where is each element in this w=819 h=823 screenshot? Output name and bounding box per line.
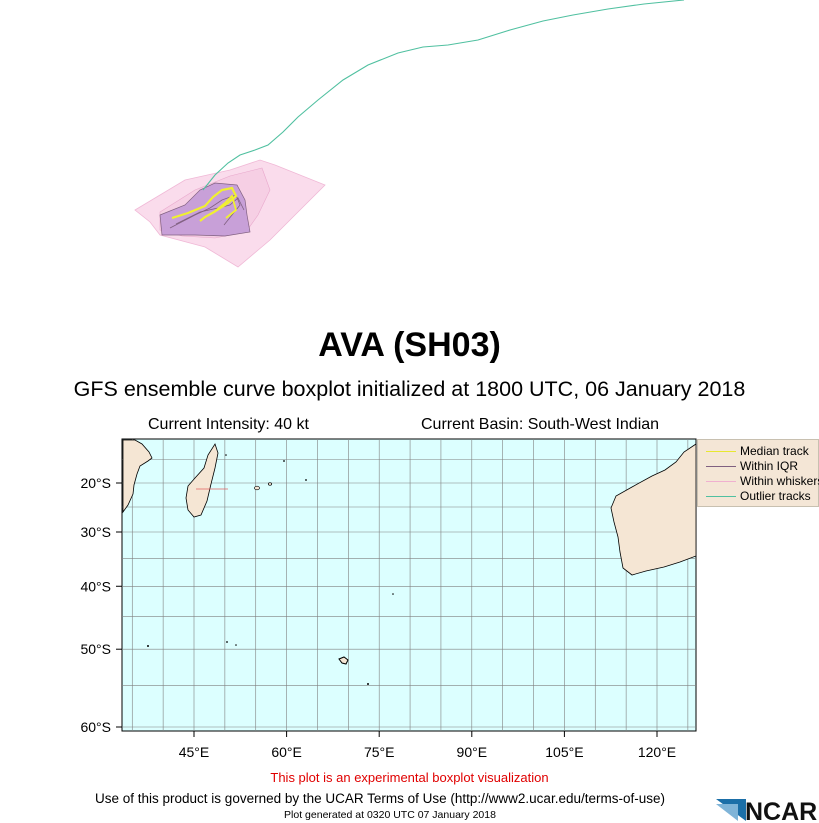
latitude-tick-label: 40°S [80,578,111,594]
latitude-tick-label: 60°S [80,719,111,735]
madagascar [185,443,219,518]
africa-landmass [122,439,153,514]
legend-label: Within whiskers [740,474,819,488]
legend-entry-median: Median track [706,444,809,458]
longitude-tick-label: 60°E [271,744,302,760]
experimental-note: This plot is an experimental boxplot vis… [270,770,549,785]
latitude-ticks: 20°S 30°S 40°S 50°S 60°S [80,475,122,735]
longitude-ticks: 45°E 60°E 75°E 90°E 105°E 120°E [179,731,676,760]
australia-landmass [610,443,697,576]
legend-swatch-median [706,451,736,453]
ncar-logo-text: NCAR [745,798,817,823]
legend-swatch-whiskers [706,481,736,483]
ncar-logo: NCAR [716,798,817,823]
small-island [225,454,227,456]
generated-timestamp: Plot generated at 0320 UTC 07 January 20… [284,809,496,821]
terms-of-use: Use of this product is governed by the U… [95,791,665,806]
legend-entry-iqr: Within IQR [706,459,798,473]
legend-entry-outlier: Outlier tracks [706,489,811,503]
iqr-track-1 [169,194,241,229]
track-plume-drawing [134,0,685,268]
ocean-area [121,438,697,732]
chart-subtitle: GFS ensemble curve boxplot initialized a… [73,377,746,401]
small-island [283,460,285,462]
longitude-tick-label: 120°E [638,744,676,760]
reunion-island [268,482,272,486]
legend-label: Within IQR [740,459,799,473]
mauritius-island [254,485,260,491]
crozet-island [147,645,149,647]
legend-swatch-outlier [706,496,736,498]
median-track-line [171,186,238,222]
median-track-line-2 [213,194,238,219]
latitude-tick-label: 30°S [80,524,111,540]
longitude-tick-label: 45°E [179,744,210,760]
legend-label: Median track [740,444,809,458]
prince-edward-island [226,641,228,643]
crozet-island-2 [235,644,237,646]
chart-title: AVA (SH03) [318,326,501,364]
ncar-logo-mark-2 [716,804,738,821]
legend-entry-whiskers: Within whiskers [706,474,819,488]
legend-swatch-iqr [706,466,736,468]
iqr-region [159,182,251,237]
outlier-track-line [202,0,685,191]
longitude-tick-label: 75°E [364,744,395,760]
legend-label: Outlier tracks [740,489,811,503]
latitude-tick-label: 20°S [80,475,111,491]
legend: Median track Within IQR Within whiskers … [697,439,819,507]
small-island [305,479,307,481]
longitude-tick-label: 90°E [457,744,488,760]
longitude-tick-label: 105°E [545,744,583,760]
kerguelen-islands [338,656,349,665]
current-intensity: Current Intensity: 40 kt [148,416,309,433]
current-basin: Current Basin: South-West Indian [421,416,660,433]
latitude-tick-label: 50°S [80,641,111,657]
amsterdam-island [392,593,394,595]
heard-island [367,683,369,685]
map-panel: 45°E 60°E 75°E 90°E 105°E 120°E 20°S 30°S 40°S 5… [80,438,697,760]
